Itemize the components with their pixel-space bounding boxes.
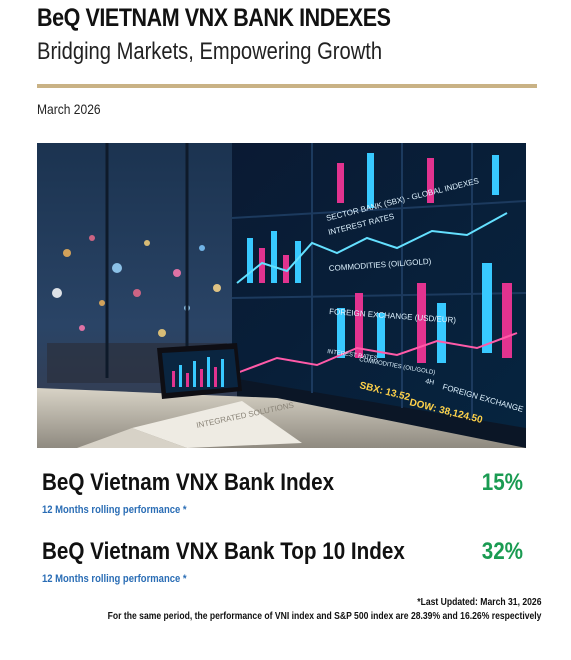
screen-bars — [247, 153, 512, 363]
index-performance: 15% — [481, 469, 523, 496]
page-title: BeQ VIETNAM VNX BANK INDEXES — [37, 4, 391, 32]
hero-image: SECTOR BANK (SBX) - GLOBAL INDEXES INTER… — [37, 143, 526, 448]
report-date: March 2026 — [37, 101, 101, 117]
divider — [37, 84, 537, 88]
performance-note: 12 Months rolling performance * — [42, 504, 187, 516]
index-name: BeQ Vietnam VNX Bank Top 10 Index — [42, 538, 405, 565]
last-updated: *Last Updated: March 31, 2026 — [416, 597, 541, 608]
tablet-illustration — [157, 343, 242, 399]
screen-label: 4H — [425, 378, 435, 387]
comparison-note: For the same period, the performance of … — [107, 611, 541, 622]
index-name: BeQ Vietnam VNX Bank Index — [42, 469, 335, 496]
page-subtitle: Bridging Markets, Empowering Growth — [37, 38, 383, 65]
performance-note: 12 Months rolling performance * — [42, 573, 187, 585]
index-performance: 32% — [481, 538, 523, 565]
